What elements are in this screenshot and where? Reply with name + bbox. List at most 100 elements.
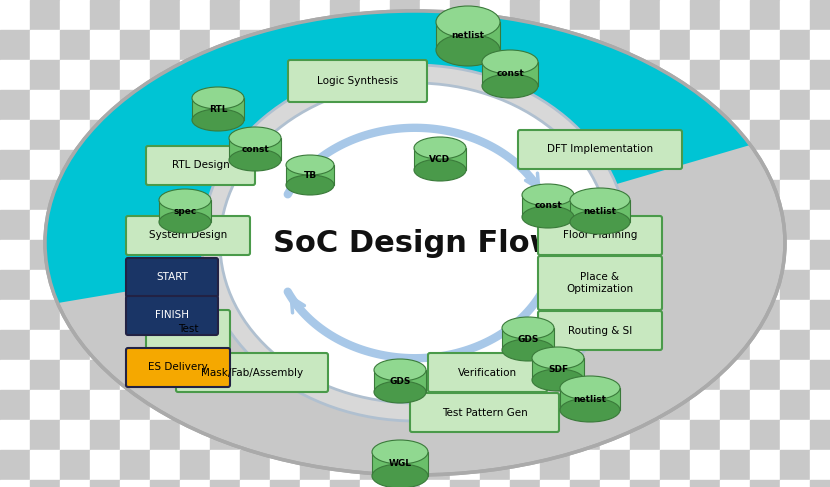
Bar: [420, 0, 450, 30]
FancyBboxPatch shape: [288, 60, 427, 102]
Bar: [390, 360, 420, 390]
Bar: [660, 390, 690, 420]
Bar: [30, 420, 60, 450]
Bar: [660, 240, 690, 270]
Bar: [270, 180, 300, 210]
Bar: [450, 150, 480, 180]
FancyBboxPatch shape: [538, 216, 662, 255]
Bar: [600, 30, 630, 60]
Bar: [180, 30, 210, 60]
Bar: [360, 150, 390, 180]
Bar: [780, 390, 810, 420]
Bar: [510, 480, 540, 487]
Bar: [360, 330, 390, 360]
Bar: [150, 30, 180, 60]
Bar: [30, 210, 60, 240]
Bar: [570, 0, 600, 30]
Bar: [420, 180, 450, 210]
FancyBboxPatch shape: [126, 296, 218, 335]
Bar: [120, 420, 150, 450]
Bar: [30, 0, 60, 30]
Bar: [570, 210, 600, 240]
Bar: [570, 390, 600, 420]
Bar: [570, 60, 600, 90]
Text: Mask/Fab/Assembly: Mask/Fab/Assembly: [201, 368, 303, 377]
Bar: [30, 300, 60, 330]
Bar: [810, 330, 830, 360]
Bar: [414, 148, 466, 170]
Bar: [660, 0, 690, 30]
Bar: [360, 30, 390, 60]
Bar: [0, 300, 30, 330]
Bar: [30, 330, 60, 360]
Bar: [270, 270, 300, 300]
Bar: [210, 420, 240, 450]
Bar: [330, 90, 360, 120]
Bar: [690, 270, 720, 300]
Bar: [660, 420, 690, 450]
Bar: [240, 330, 270, 360]
Bar: [192, 98, 244, 120]
Bar: [420, 300, 450, 330]
Bar: [240, 360, 270, 390]
Bar: [0, 450, 30, 480]
Bar: [420, 420, 450, 450]
Ellipse shape: [502, 317, 554, 339]
Bar: [600, 480, 630, 487]
Bar: [660, 300, 690, 330]
Bar: [240, 180, 270, 210]
Bar: [630, 360, 660, 390]
Bar: [600, 0, 630, 30]
Bar: [570, 240, 600, 270]
Bar: [660, 450, 690, 480]
Bar: [180, 90, 210, 120]
Bar: [30, 480, 60, 487]
Bar: [450, 480, 480, 487]
Bar: [120, 240, 150, 270]
Bar: [690, 330, 720, 360]
Bar: [120, 360, 150, 390]
Bar: [300, 180, 330, 210]
Bar: [360, 390, 390, 420]
Bar: [480, 300, 510, 330]
Bar: [330, 240, 360, 270]
Bar: [210, 60, 240, 90]
Bar: [390, 450, 420, 480]
Bar: [660, 360, 690, 390]
Bar: [660, 30, 690, 60]
Bar: [750, 180, 780, 210]
Bar: [532, 358, 584, 380]
Bar: [0, 420, 30, 450]
Bar: [330, 450, 360, 480]
Bar: [630, 0, 660, 30]
Bar: [630, 60, 660, 90]
Bar: [810, 180, 830, 210]
Bar: [690, 450, 720, 480]
Bar: [540, 60, 570, 90]
Bar: [360, 360, 390, 390]
Bar: [570, 120, 600, 150]
Bar: [630, 150, 660, 180]
Bar: [480, 480, 510, 487]
Bar: [330, 420, 360, 450]
Bar: [540, 480, 570, 487]
FancyBboxPatch shape: [428, 353, 547, 392]
Bar: [750, 390, 780, 420]
Ellipse shape: [436, 6, 500, 38]
Bar: [120, 210, 150, 240]
Bar: [780, 60, 810, 90]
Bar: [330, 270, 360, 300]
Bar: [150, 480, 180, 487]
Bar: [30, 30, 60, 60]
Bar: [420, 330, 450, 360]
Bar: [630, 240, 660, 270]
Bar: [300, 30, 330, 60]
Bar: [540, 390, 570, 420]
Bar: [420, 360, 450, 390]
Bar: [150, 150, 180, 180]
Text: SoC Design Flow: SoC Design Flow: [272, 228, 558, 258]
Bar: [390, 0, 420, 30]
Bar: [750, 150, 780, 180]
Bar: [150, 300, 180, 330]
Bar: [780, 120, 810, 150]
